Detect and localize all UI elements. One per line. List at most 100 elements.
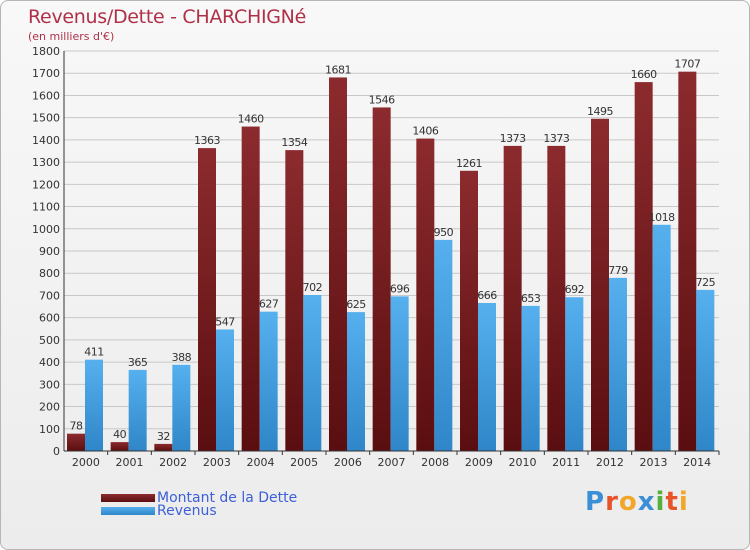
y-tick-label: 1800: [32, 45, 60, 58]
bar-revenue-2011: [565, 297, 584, 451]
y-tick-label: 0: [53, 445, 60, 458]
bar-debt-2002: [154, 443, 173, 451]
data-label-revenue-2012: 779: [608, 264, 628, 277]
bar-debt-2008: [416, 138, 435, 452]
logo-letter: t: [665, 487, 679, 517]
logo-letter: x: [637, 487, 656, 517]
y-tick-label: 700: [39, 289, 60, 302]
data-label-revenue-2004: 627: [259, 298, 279, 311]
axes: 0 100 200 300 400 500 600 700 800 900 1000 1100 1200…: [32, 45, 720, 469]
bar-revenue-2007: [390, 296, 409, 451]
bar-debt-2000: [67, 433, 85, 451]
bar-debt-2012: [591, 118, 609, 452]
bar-debt-2009: [460, 170, 478, 451]
y-tick-label: 600: [39, 312, 60, 325]
data-label-revenue-2005: 702: [303, 281, 323, 294]
bar-revenue-2006: [347, 312, 365, 451]
y-tick-label: 1200: [32, 178, 60, 191]
bar-revenue-2003: [216, 329, 234, 451]
data-label-revenue-2007: 696: [390, 282, 410, 295]
bar-revenue-2005: [303, 295, 322, 451]
bar-debt-2005: [285, 150, 304, 451]
data-label-debt-2007: 1546: [369, 93, 395, 106]
bar-debt-2013: [634, 82, 653, 451]
y-tick-label: 1100: [32, 201, 60, 214]
y-tick-label: 300: [39, 378, 60, 391]
legend-swatch-debt: [101, 494, 155, 502]
data-label-revenue-2009: 666: [477, 289, 497, 302]
y-tick-label: 800: [39, 267, 60, 280]
bar-debt-2006: [329, 77, 347, 451]
x-tick-label: 2009: [465, 456, 493, 469]
x-tick-label: 2004: [247, 456, 275, 469]
data-label-revenue-2008: 950: [434, 226, 454, 239]
logo-letter: i: [655, 487, 666, 517]
data-label-debt-2002: 32: [157, 430, 170, 443]
data-label-debt-2013: 1660: [631, 68, 657, 81]
bar-revenue-2012: [609, 277, 627, 451]
data-label-debt-2008: 1406: [412, 125, 438, 138]
data-label-debt-2001: 40: [113, 428, 126, 441]
bar-debt-2011: [547, 145, 566, 451]
bar-revenue-2010: [521, 305, 540, 451]
logo-letter: r: [605, 487, 619, 517]
y-tick-label: 1700: [32, 67, 60, 80]
legend-label-debt: Montant de la Dette: [157, 490, 298, 506]
x-tick-label: 2014: [683, 456, 711, 469]
data-label-revenue-2014: 725: [696, 276, 716, 289]
bar-revenue-2013: [652, 224, 671, 451]
y-tick-label: 1000: [32, 223, 60, 236]
x-tick-label: 2000: [72, 456, 100, 469]
data-label-revenue-2002: 388: [172, 351, 192, 364]
bar-revenue-2009: [478, 303, 496, 451]
logo-letter: o: [618, 487, 638, 517]
bar-revenue-2000: [85, 359, 103, 451]
data-label-revenue-2001: 365: [128, 356, 148, 369]
y-tick-label: 200: [39, 401, 60, 414]
x-tick-label: 2006: [334, 456, 362, 469]
bar-debt-2001: [110, 442, 129, 451]
legend-item-debt: Montant de la Dette: [101, 490, 297, 506]
data-label-debt-2009: 1261: [456, 157, 482, 170]
y-tick-label: 100: [39, 423, 60, 436]
bar-revenue-2008: [434, 239, 453, 451]
y-tick-label: 900: [39, 245, 60, 258]
bar-revenue-2002: [172, 364, 191, 451]
bar-debt-2014: [678, 71, 697, 452]
x-tick-label: 2005: [290, 456, 318, 469]
x-tick-label: 2013: [640, 456, 668, 469]
x-tick-label: 2003: [203, 456, 231, 469]
data-label-debt-2012: 1495: [587, 105, 613, 118]
x-tick-label: 2012: [596, 456, 624, 469]
y-tick-label: 1400: [32, 134, 60, 147]
legend-item-revenue: Revenus: [101, 503, 217, 519]
y-tick-label: 500: [39, 334, 60, 347]
data-label-debt-2011: 1373: [543, 132, 569, 145]
x-tick-label: 2008: [421, 456, 449, 469]
data-label-debt-2014: 1707: [674, 58, 700, 71]
y-tick-label: 1300: [32, 156, 60, 169]
logo-letter: i: [678, 487, 689, 517]
data-label-revenue-2011: 692: [565, 283, 585, 296]
chart-title: Revenus/Dette - CHARCHIGNé: [28, 6, 306, 28]
x-tick-label: 2001: [116, 456, 144, 469]
x-tick-label: 2011: [552, 456, 580, 469]
data-label-revenue-2000: 411: [84, 346, 104, 359]
data-label-debt-2000: 78: [70, 420, 83, 433]
bar-revenue-2001: [128, 369, 147, 451]
legend-label-revenue: Revenus: [157, 503, 217, 519]
data-label-debt-2003: 1363: [194, 134, 220, 147]
bars: [67, 71, 715, 452]
data-label-revenue-2010: 653: [521, 292, 541, 305]
data-label-revenue-2013: 1018: [649, 211, 675, 224]
bar-revenue-2014: [696, 289, 715, 451]
y-tick-label: 1600: [32, 89, 60, 102]
legend-swatch-revenue: [101, 507, 155, 515]
data-labels: 78 411 40 365 32 388 1363 547 1460 627 1354 702 1681…: [70, 58, 717, 443]
logo-letter: P: [585, 487, 606, 517]
data-label-debt-2005: 1354: [281, 136, 307, 149]
data-label-revenue-2003: 547: [215, 315, 235, 328]
proxiti-logo: Proxiti: [585, 487, 689, 517]
